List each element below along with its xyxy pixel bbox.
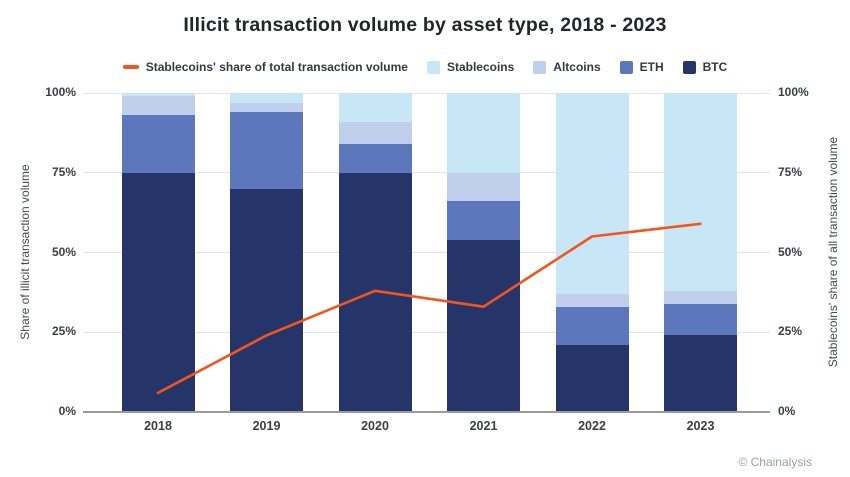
- bar-segment-altcoins-2019: [230, 102, 303, 113]
- legend-label-line: Stablecoins' share of total transaction …: [145, 60, 408, 74]
- bar-2020: [338, 93, 412, 412]
- legend-label-stablecoins: Stablecoins: [446, 60, 515, 74]
- tick-label-left-50: 50%: [51, 244, 76, 259]
- altcoins-swatch-icon: [533, 60, 547, 74]
- tick-label-left-75: 75%: [51, 164, 76, 179]
- x-tick-label-2019: 2019: [252, 419, 281, 433]
- bar-segment-eth-2023: [664, 303, 737, 336]
- plot-area: [83, 92, 770, 413]
- stablecoins-swatch-icon: [426, 60, 440, 74]
- legend-label-eth: ETH: [639, 60, 664, 74]
- legend-label-btc: BTC: [702, 60, 728, 74]
- tick-label-right-0: 0%: [778, 404, 796, 418]
- legend-item-stablecoins: Stablecoins: [426, 60, 515, 74]
- bar-segment-eth-2019: [230, 112, 303, 189]
- legend-item-btc: BTC: [682, 60, 728, 74]
- legend-item-line: Stablecoins' share of total transaction …: [122, 60, 408, 74]
- x-axis-labels: 2018 2019 2020 2021 2022 2023: [83, 419, 770, 439]
- x-tick-label-2021: 2021: [469, 419, 498, 433]
- x-tick-label-2022: 2022: [578, 419, 606, 433]
- x-tick-label-2023: 2023: [686, 419, 715, 433]
- legend-label-altcoins: Altcoins: [553, 60, 601, 74]
- legend: Stablecoins' share of total transaction …: [0, 60, 850, 74]
- tick-label-right-25: 25%: [778, 324, 803, 339]
- tick-label-left-0: 0%: [58, 404, 76, 418]
- bar-2021: [447, 93, 520, 412]
- bar-2019: [230, 93, 303, 412]
- bar-2023: [664, 93, 737, 412]
- bar-segment-altcoins-2021: [447, 172, 520, 202]
- bar-2022: [555, 93, 629, 412]
- legend-item-altcoins: Altcoins: [533, 60, 601, 74]
- tick-label-right-75: 75%: [778, 164, 803, 179]
- chart-title: Illicit transaction volume by asset type…: [183, 14, 667, 36]
- bar-segment-eth-2021: [447, 201, 520, 240]
- bar-segment-altcoins-2023: [664, 290, 737, 304]
- tick-label-left-100: 100%: [45, 85, 76, 99]
- left-axis-ticks: 0% 25% 50% 75% 100%: [0, 0, 76, 477]
- bar-segment-stablecoins-2018: [121, 93, 195, 97]
- x-tick-label-2018: 2018: [144, 419, 172, 433]
- bar-segment-stablecoins-2019: [230, 93, 303, 103]
- line-swatch-icon: [122, 64, 139, 70]
- eth-swatch-icon: [619, 60, 633, 74]
- bar-segment-btc-2023: [664, 335, 737, 412]
- x-tick-label-2020: 2020: [361, 419, 389, 433]
- bar-segment-btc-2020: [338, 172, 412, 412]
- tick-label-left-25: 25%: [51, 324, 76, 339]
- legend-item-eth: ETH: [619, 60, 664, 74]
- tick-label-right-50: 50%: [778, 244, 803, 259]
- btc-swatch-icon: [682, 60, 696, 74]
- gridline-75: [83, 172, 770, 174]
- credit-text: © Chainalysis: [738, 455, 812, 469]
- bar-segment-eth-2022: [555, 306, 629, 346]
- gridline-100: [83, 92, 770, 94]
- bar-segment-eth-2020: [338, 144, 412, 173]
- bar-2018: [121, 93, 195, 412]
- bar-segment-stablecoins-2022: [555, 93, 629, 294]
- bar-segment-altcoins-2018: [121, 96, 195, 116]
- bar-segment-altcoins-2022: [555, 293, 629, 307]
- bar-segment-stablecoins-2021: [447, 93, 520, 173]
- bar-segment-altcoins-2020: [338, 121, 412, 145]
- bar-segment-stablecoins-2023: [664, 93, 737, 291]
- tick-label-right-100: 100%: [778, 85, 809, 99]
- bar-segment-btc-2021: [447, 239, 520, 412]
- right-axis-ticks: 0% 25% 50% 75% 100%: [778, 0, 850, 477]
- bar-segment-eth-2018: [121, 115, 195, 173]
- bar-segment-btc-2018: [121, 172, 195, 412]
- bar-segment-stablecoins-2020: [338, 93, 412, 122]
- x-axis-line: [83, 411, 770, 413]
- bar-segment-btc-2019: [230, 188, 303, 412]
- bar-segment-btc-2022: [555, 345, 629, 412]
